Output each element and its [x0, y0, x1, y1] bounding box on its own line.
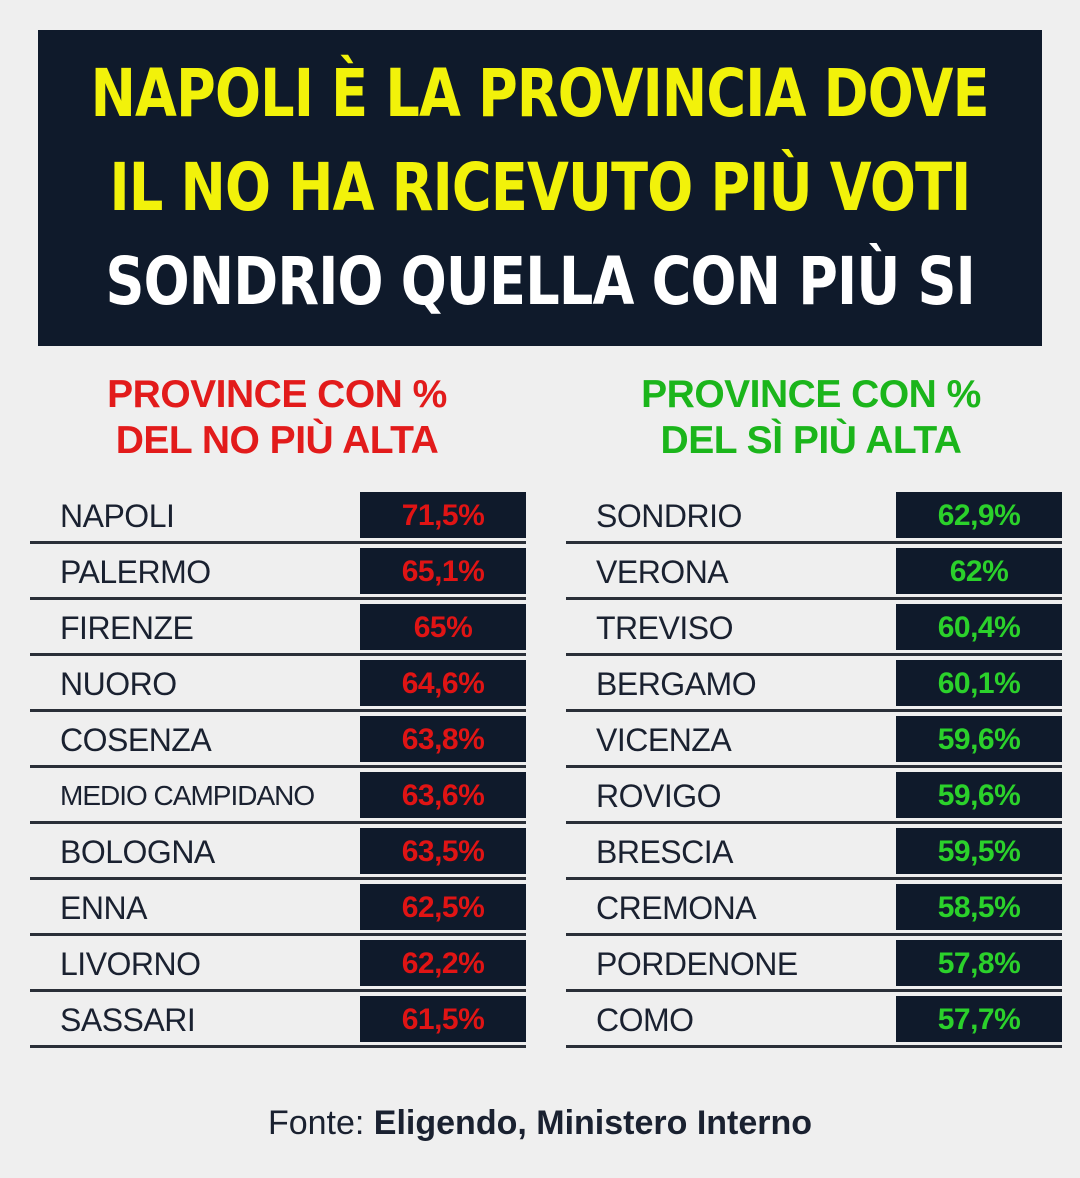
table-row: LIVORNO 62,2% [30, 936, 526, 992]
no-heading-line-2: DEL NO PIÙ ALTA [115, 419, 439, 462]
province-name: BERGAMO [596, 666, 757, 702]
table-row: PORDENONE 57,8% [566, 936, 1062, 992]
table-row: SONDRIO 62,9% [566, 488, 1062, 544]
no-heading-line-1: PROVINCE CON % [107, 373, 447, 416]
table-row: BOLOGNA 63,5% [30, 824, 526, 880]
table-row: VICENZA 59,6% [566, 712, 1062, 768]
province-name: SONDRIO [596, 498, 742, 534]
province-name: VERONA [596, 554, 729, 590]
table-row: SASSARI 61,5% [30, 992, 526, 1048]
table-row: ENNA 62,5% [30, 880, 526, 936]
si-percentage: 58,5% [896, 884, 1062, 930]
source-label: Fonte: [267, 1104, 374, 1142]
table-row: VERONA 62% [566, 544, 1062, 600]
no-percentage: 63,5% [360, 828, 526, 874]
province-name: TREVISO [596, 610, 733, 646]
province-name: NUORO [60, 666, 177, 702]
headline-line-1: NAPOLI È LA PROVINCIA DOVE [90, 55, 990, 132]
headline-line-2: IL NO HA RICEVUTO PIÙ VOTI [109, 149, 972, 226]
no-percentage: 62,2% [360, 940, 526, 986]
table-row: ROVIGO 59,6% [566, 768, 1062, 824]
table-row: COSENZA 63,8% [30, 712, 526, 768]
headline-line-3: SONDRIO QUELLA CON PIÙ SI [105, 243, 975, 320]
si-percentage: 60,4% [896, 604, 1062, 650]
province-name: MEDIO CAMPIDANO [60, 780, 315, 811]
si-heading-line-2: DEL SÌ PIÙ ALTA [660, 419, 962, 462]
si-column-heading: PROVINCE CON % DEL SÌ PIÙ ALTA [576, 372, 1046, 464]
province-name: CREMONA [596, 890, 757, 926]
no-percentage: 65% [360, 604, 526, 650]
no-percentage: 61,5% [360, 996, 526, 1042]
table-row: CREMONA 58,5% [566, 880, 1062, 936]
province-name: BRESCIA [596, 834, 733, 870]
table-row: BERGAMO 60,1% [566, 656, 1062, 712]
table-row: PALERMO 65,1% [30, 544, 526, 600]
no-percentage: 62,5% [360, 884, 526, 930]
table-row: MEDIO CAMPIDANO 63,6% [30, 768, 526, 824]
no-column-heading: PROVINCE CON % DEL NO PIÙ ALTA [42, 372, 512, 464]
province-name: FIRENZE [60, 610, 194, 646]
province-name: LIVORNO [60, 946, 201, 982]
no-percentage: 71,5% [360, 492, 526, 538]
source-credit: Fonte: Eligendo, Ministero Interno [0, 1104, 1080, 1143]
si-heading-line-1: PROVINCE CON % [641, 373, 981, 416]
si-percentage: 62% [896, 548, 1062, 594]
no-percentage: 63,6% [360, 772, 526, 818]
si-percentage: 59,6% [896, 772, 1062, 818]
si-percentage: 57,8% [896, 940, 1062, 986]
si-provinces-table: SONDRIO 62,9% VERONA 62% TREVISO 60,4% BERG… [566, 488, 1062, 1048]
si-percentage: 59,6% [896, 716, 1062, 762]
si-percentage: 59,5% [896, 828, 1062, 874]
si-percentage: 60,1% [896, 660, 1062, 706]
no-percentage: 65,1% [360, 548, 526, 594]
province-name: ROVIGO [596, 778, 722, 814]
province-name: PORDENONE [596, 946, 798, 982]
table-row: COMO 57,7% [566, 992, 1062, 1048]
province-name: PALERMO [60, 554, 211, 590]
table-row: TREVISO 60,4% [566, 600, 1062, 656]
province-name: SASSARI [60, 1002, 196, 1038]
no-percentage: 63,8% [360, 716, 526, 762]
province-name: ENNA [60, 890, 147, 926]
headline-banner: NAPOLI È LA PROVINCIA DOVE IL NO HA RICE… [38, 30, 1042, 346]
province-name: COSENZA [60, 722, 212, 758]
province-name: COMO [596, 1002, 694, 1038]
source-text: Eligendo, Ministero Interno [373, 1104, 813, 1142]
table-row: NUORO 64,6% [30, 656, 526, 712]
no-percentage: 64,6% [360, 660, 526, 706]
province-name: BOLOGNA [60, 834, 215, 870]
province-name: VICENZA [596, 722, 732, 758]
table-row: BRESCIA 59,5% [566, 824, 1062, 880]
table-row: NAPOLI 71,5% [30, 488, 526, 544]
province-name: NAPOLI [60, 498, 175, 534]
si-percentage: 62,9% [896, 492, 1062, 538]
table-row: FIRENZE 65% [30, 600, 526, 656]
no-provinces-table: NAPOLI 71,5% PALERMO 65,1% FIRENZE 65% NUOR… [30, 488, 526, 1048]
si-percentage: 57,7% [896, 996, 1062, 1042]
